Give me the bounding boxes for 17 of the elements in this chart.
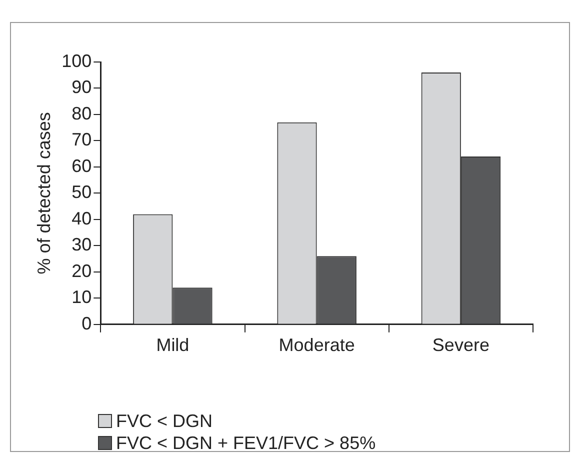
x-tick-label: Severe bbox=[432, 335, 490, 356]
y-tick-label: 0 bbox=[82, 313, 92, 334]
y-tick-label: 20 bbox=[72, 260, 92, 281]
y-tick-label: 100 bbox=[62, 50, 92, 71]
legend-label: FVC < DGN bbox=[116, 410, 213, 432]
y-tick-label: 40 bbox=[72, 208, 92, 228]
y-tick-label: 10 bbox=[72, 287, 92, 308]
y-axis-title: % of detected cases bbox=[34, 112, 54, 274]
y-tick-label: 30 bbox=[72, 234, 92, 255]
x-tick-label: Mild bbox=[156, 335, 190, 356]
y-tick-label: 80 bbox=[72, 103, 92, 124]
y-tick-label: 50 bbox=[72, 182, 92, 202]
x-tick-label: Moderate bbox=[278, 335, 355, 356]
y-tick-label: 90 bbox=[72, 77, 92, 98]
legend-label: FVC < DGN + FEV1/FVC > 85% bbox=[116, 432, 376, 454]
y-tick-label: 70 bbox=[72, 130, 92, 150]
y-tick-label: 60 bbox=[72, 156, 92, 176]
